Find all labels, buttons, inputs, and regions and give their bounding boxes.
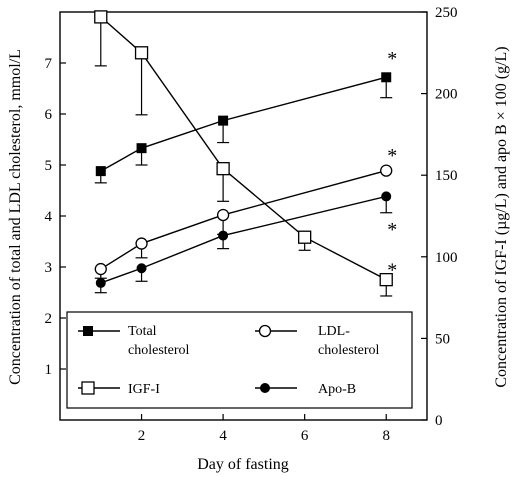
- marker-open-circle: [94, 262, 107, 276]
- y-left-tick-label: 3: [45, 260, 53, 276]
- series-line: [100, 76, 387, 172]
- series-ldl-cholesterol: [94, 164, 393, 279]
- data-series: [94, 10, 393, 297]
- y-left-tick-label: 2: [45, 311, 53, 327]
- series-line: [100, 169, 387, 270]
- legend-item: LDL-cholesterol: [255, 324, 380, 358]
- legend-label: Apo-B: [318, 382, 356, 397]
- marker-open-square: [134, 46, 149, 60]
- y-right-tick-label: 0: [435, 413, 443, 429]
- marker-open-circle: [135, 237, 148, 250]
- legend-label: cholesterol: [128, 343, 190, 358]
- marker-filled-circle: [95, 277, 106, 288]
- y-right-tick-label: 50: [435, 331, 450, 347]
- marker-open-square: [81, 381, 95, 395]
- y-right-tick-label: 200: [435, 87, 458, 103]
- legend-label: Total: [128, 324, 157, 339]
- y-axis-right-title: Concentration of IGF-I (µg/L) and apo B …: [493, 46, 510, 387]
- marker-filled-square: [83, 326, 93, 336]
- marker-open-square: [298, 230, 312, 244]
- marker-filled-circle: [218, 230, 229, 241]
- y-left-tick-label: 5: [45, 158, 53, 174]
- legend-label: IGF-I: [128, 382, 160, 397]
- significance-marker: *: [387, 260, 397, 282]
- legend-label: LDL-: [318, 324, 350, 339]
- marker-filled-square: [136, 143, 147, 154]
- marker-open-square: [94, 10, 108, 24]
- x-tick-label: 2: [138, 428, 146, 444]
- legend-label: cholesterol: [318, 343, 380, 358]
- x-axis-title: Day of fasting: [197, 456, 289, 473]
- axes-ticks: 2 4 6 8 1 2 3 4 5 6 7 0 50 100 150 200 250: [45, 5, 458, 444]
- significance-marker: *: [387, 219, 397, 241]
- y-axis-left-title: Concentration of total and LDL cholester…: [7, 49, 24, 385]
- series-apo-b: [94, 191, 393, 294]
- y-right-tick-label: 100: [435, 250, 458, 266]
- series-total-cholesterol: [94, 72, 393, 184]
- x-tick-label: 8: [382, 428, 390, 444]
- marker-open-square: [216, 162, 230, 176]
- y-right-tick-label: 250: [435, 5, 458, 21]
- y-right-tick-label: 150: [435, 168, 458, 184]
- marker-open-square: [379, 272, 393, 287]
- marker-filled-square: [218, 115, 229, 126]
- x-tick-label: 4: [219, 428, 227, 444]
- marker-filled-square: [95, 166, 106, 177]
- y-left-tick-label: 7: [45, 56, 53, 72]
- marker-filled-circle: [260, 383, 270, 393]
- legend-item: Total cholesterol: [78, 324, 190, 358]
- y-left-tick-label: 6: [45, 107, 53, 123]
- significance-marker: *: [387, 48, 397, 70]
- x-tick-label: 6: [301, 428, 309, 444]
- marker-open-circle: [258, 324, 272, 338]
- marker-filled-square: [381, 72, 392, 83]
- y-left-tick-label: 4: [45, 209, 53, 225]
- marker-open-circle: [380, 164, 393, 177]
- legend-item: IGF-I: [78, 381, 160, 397]
- series-line: [100, 195, 387, 284]
- y-left-tick-label: 1: [45, 362, 53, 378]
- legend-item: Apo-B: [255, 382, 356, 397]
- marker-filled-circle: [381, 191, 392, 202]
- marker-open-circle: [216, 208, 230, 222]
- legend-box: [66, 311, 413, 409]
- significance-marker: *: [387, 145, 397, 167]
- marker-filled-circle: [136, 263, 147, 274]
- annotations: * * * *: [387, 48, 397, 282]
- series-igf-i: [94, 10, 393, 297]
